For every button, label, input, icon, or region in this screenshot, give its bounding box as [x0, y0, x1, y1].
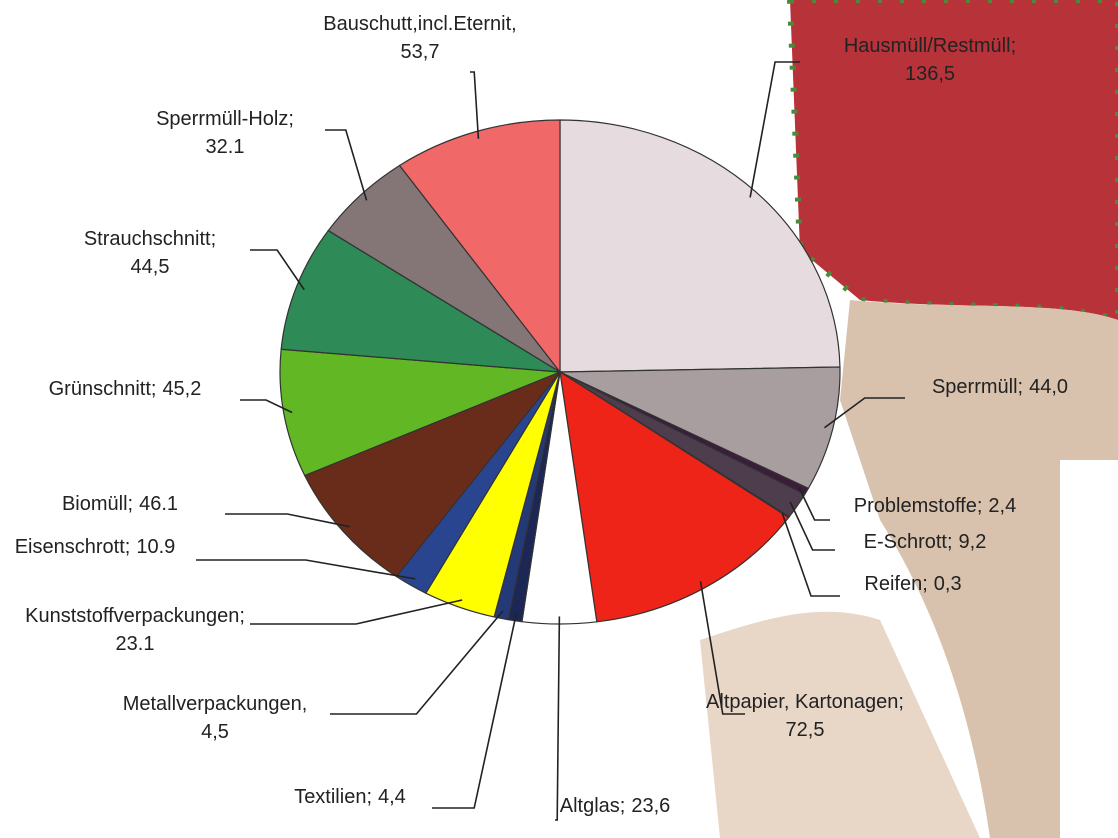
slice-label: Metallverpackungen, 4,5 — [123, 693, 308, 743]
slice-label: Grünschnitt;45,2 — [49, 378, 202, 400]
leader-line — [432, 613, 516, 808]
slice-label-name: Altpapier, Kartonagen; — [706, 691, 904, 713]
slice-label-name: Bauschutt,incl.Eternit, — [323, 13, 516, 35]
slice-value-label: 136,5 — [905, 63, 955, 85]
slice-label: Textilien; 4,4 — [294, 786, 406, 808]
slice-value-label: 44,0 — [1029, 376, 1068, 398]
slice-label-name: E-Schrott; — [864, 531, 953, 553]
slice-value-label: 23.1 — [116, 633, 155, 655]
slice-label-name: Reifen; — [864, 573, 927, 595]
slice-label: Altglas;23,6 — [560, 795, 671, 817]
slice-value-label: 23,6 — [631, 795, 670, 817]
slice-label-name: Hausmüll/Restmüll; — [844, 35, 1016, 57]
slice-label: Reifen; 0,3 — [864, 573, 961, 595]
slice-label: Kunststoffverpackungen; 23.1 — [25, 605, 245, 655]
slice-value-label: 0,3 — [934, 573, 962, 595]
slice-label: Bauschutt,incl.Eternit, 53,7 — [323, 13, 516, 63]
slice-label: E-Schrott; 9,2 — [864, 531, 987, 553]
chart: Hausmüll/Restmüll; 136,5 Sperrmüll; 44,0 Pro… — [0, 0, 1118, 838]
slice-value-label: 10.9 — [136, 536, 175, 558]
slice-label: Problemstoffe;2,4 — [854, 495, 1016, 517]
slice-value-label: 4,5 — [201, 721, 229, 743]
leader-line — [555, 616, 559, 820]
slice-label-name: Grünschnitt; — [49, 378, 157, 400]
slice-label-name: Kunststoffverpackungen; — [25, 605, 245, 627]
leader-line — [750, 62, 800, 197]
leader-line — [250, 600, 462, 624]
slice-label-name: Strauchschnitt; — [84, 228, 216, 250]
slice-label-name: Biomüll; — [62, 493, 133, 515]
leader-line — [250, 250, 304, 290]
slice-value-label: 53,7 — [401, 41, 440, 63]
leader-line — [782, 513, 840, 596]
slice-label: Strauchschnitt; 44,5 — [84, 228, 216, 278]
slice-value-label: 9,2 — [959, 531, 987, 553]
slice-label-name: Eisenschrott; — [15, 536, 131, 558]
slice-value-label: 45,2 — [162, 378, 201, 400]
slice-label-name: Metallverpackungen, — [123, 693, 308, 715]
slice-label-name: Altglas; — [560, 795, 626, 817]
slice-value-label: 2,4 — [988, 495, 1016, 517]
slice-value-label: 4,4 — [378, 786, 406, 808]
slice-label: Sperrmüll; 44,0 — [932, 376, 1068, 398]
slice-label: Sperrmüll-Holz; 32.1 — [156, 108, 294, 158]
slice-value-label: 72,5 — [786, 719, 825, 741]
slice-value-label: 46.1 — [139, 493, 178, 515]
slice-label-name: Sperrmüll-Holz; — [156, 108, 294, 130]
slice-label: Biomüll; 46.1 — [62, 493, 178, 515]
slice-label-name: Problemstoffe; — [854, 495, 983, 517]
slice-value-label: 32.1 — [206, 136, 245, 158]
slice-label-name: Textilien; — [294, 786, 372, 808]
slice-label-name: Sperrmüll; — [932, 376, 1023, 398]
slice-label: Eisenschrott;10.9 — [15, 536, 176, 558]
slice-value-label: 44,5 — [131, 256, 170, 278]
leader-line — [790, 502, 835, 550]
leader-line — [325, 130, 367, 200]
leader-line — [470, 72, 478, 139]
leader-line — [330, 611, 503, 714]
